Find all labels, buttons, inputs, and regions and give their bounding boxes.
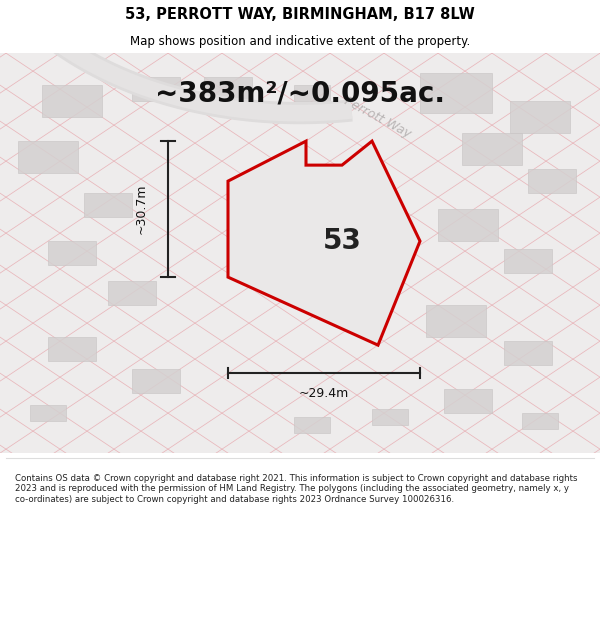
Polygon shape [132,77,180,101]
Polygon shape [228,141,420,345]
Polygon shape [294,85,330,101]
Polygon shape [132,369,180,393]
Polygon shape [438,209,498,241]
Text: Map shows position and indicative extent of the property.: Map shows position and indicative extent… [130,35,470,48]
Polygon shape [30,405,66,421]
Polygon shape [462,133,522,165]
Polygon shape [420,73,492,113]
Polygon shape [48,337,96,361]
Polygon shape [504,249,552,273]
Polygon shape [84,193,132,217]
Text: Perrott Way: Perrott Way [343,94,413,140]
Polygon shape [204,77,252,101]
Polygon shape [294,417,330,433]
Text: ~29.4m: ~29.4m [299,387,349,399]
Polygon shape [108,281,156,305]
Polygon shape [48,241,96,265]
Text: 53, PERROTT WAY, BIRMINGHAM, B17 8LW: 53, PERROTT WAY, BIRMINGHAM, B17 8LW [125,8,475,22]
Polygon shape [426,305,486,337]
Text: ~30.7m: ~30.7m [134,184,148,234]
Text: 53: 53 [323,227,361,255]
Polygon shape [444,389,492,413]
Polygon shape [42,85,102,117]
Polygon shape [528,169,576,193]
Polygon shape [510,101,570,133]
Text: ~383m²/~0.095ac.: ~383m²/~0.095ac. [155,79,445,107]
Polygon shape [522,413,558,429]
Polygon shape [504,341,552,365]
Polygon shape [18,141,78,173]
Text: Contains OS data © Crown copyright and database right 2021. This information is : Contains OS data © Crown copyright and d… [15,474,577,504]
Polygon shape [372,409,408,425]
